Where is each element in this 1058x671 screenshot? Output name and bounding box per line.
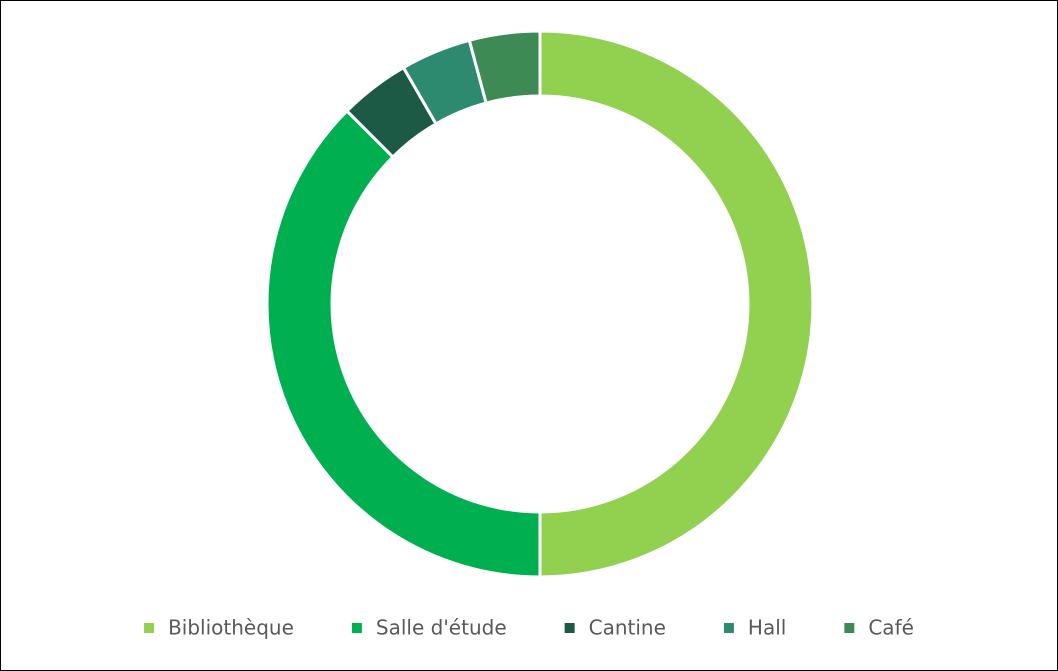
legend-swatch (144, 623, 155, 633)
legend-label: Cantine (589, 616, 666, 640)
legend-swatch (723, 623, 734, 633)
legend-swatch (351, 623, 362, 633)
donut-slice (538, 29, 815, 579)
legend-label: Café (868, 616, 914, 640)
donut-slice (467, 29, 542, 105)
legend-label: Hall (748, 616, 786, 640)
donut-slice (265, 108, 542, 579)
legend-swatch (844, 623, 855, 633)
legend-label: Salle d'étude (376, 616, 507, 640)
legend-label: Bibliothèque (168, 616, 294, 640)
legend-swatch (564, 623, 575, 633)
